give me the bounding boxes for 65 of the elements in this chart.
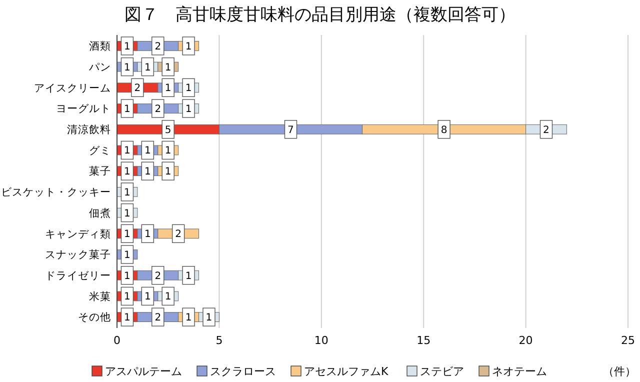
data-label: 1 (124, 208, 130, 220)
data-label: 1 (144, 62, 151, 74)
legend-label: スクラロース (210, 364, 276, 378)
data-label: 1 (206, 312, 212, 324)
data-label: 1 (144, 292, 151, 303)
data-label: 1 (185, 83, 192, 94)
data-label: 7 (288, 124, 294, 136)
data-label: 1 (124, 292, 130, 303)
y-tick-label: アイスクリーム (34, 82, 111, 94)
data-label: 5 (164, 124, 172, 136)
data-label: 2 (134, 83, 141, 94)
data-label: 2 (175, 229, 182, 240)
data-label: 1 (185, 41, 192, 52)
data-label: 1 (124, 104, 130, 116)
y-tick-label: 米菓 (89, 290, 111, 303)
y-tick-label: グミ (89, 144, 111, 157)
x-tick-label: 20 (518, 334, 533, 347)
data-label: 1 (185, 312, 192, 324)
y-tick-label: 酒類 (89, 40, 111, 53)
data-label: 1 (164, 83, 172, 94)
data-label: 1 (164, 166, 172, 178)
data-label: 1 (144, 166, 151, 178)
y-tick-label: 佃煮 (89, 206, 111, 220)
y-tick-label: 菓子 (89, 164, 111, 178)
text: （件） (603, 365, 636, 378)
data-label: 2 (154, 41, 162, 52)
data-label: 1 (124, 146, 130, 157)
data-label: 1 (124, 41, 130, 52)
data-label: 1 (124, 270, 130, 282)
data-label: 1 (185, 270, 192, 282)
legend-label: ネオテーム (492, 364, 547, 378)
x-tick-label: 5 (216, 334, 223, 347)
data-label: 1 (144, 229, 151, 240)
chart-title: 図７ 高甘味度甘味料の品目別用途（複数回答可） (124, 5, 516, 25)
data-label: 1 (124, 187, 130, 198)
y-tick-label: ヨーグルト (56, 103, 111, 116)
data-label: 2 (154, 312, 162, 324)
data-label: 1 (185, 104, 192, 116)
x-tick-label: 15 (416, 334, 431, 347)
y-tick-label: ビスケット・クッキー (1, 186, 111, 199)
data-label: 2 (154, 270, 162, 282)
y-tick-label: スナック菓子 (45, 248, 111, 262)
data-label: 2 (543, 124, 550, 136)
legend-label: ステビア (420, 364, 464, 378)
y-tick-label: キャンディ類 (45, 228, 111, 240)
y-tick-label: その他 (78, 312, 111, 324)
legend-label: アスパルテーム (105, 364, 182, 378)
data-label: 1 (164, 62, 172, 74)
data-label: 1 (124, 250, 130, 261)
x-tick-label: 0 (114, 334, 120, 347)
y-tick-label: 清涼飲料 (67, 123, 111, 136)
x-tick-label: 25 (621, 334, 635, 347)
y-tick-label: パン (88, 61, 111, 74)
data-label: 1 (144, 146, 151, 157)
data-label: 1 (124, 62, 130, 74)
x-tick-label: 10 (314, 334, 328, 347)
data-label: 1 (124, 312, 130, 324)
data-label: 2 (154, 104, 162, 116)
data-label: 1 (164, 146, 172, 157)
data-label: 8 (440, 124, 448, 136)
data-label: 1 (124, 166, 130, 178)
data-label: 1 (164, 292, 172, 303)
legend-label: アセスルファムK (304, 364, 389, 378)
data-label: 1 (124, 229, 130, 240)
y-tick-label: ドライゼリー (45, 270, 111, 282)
